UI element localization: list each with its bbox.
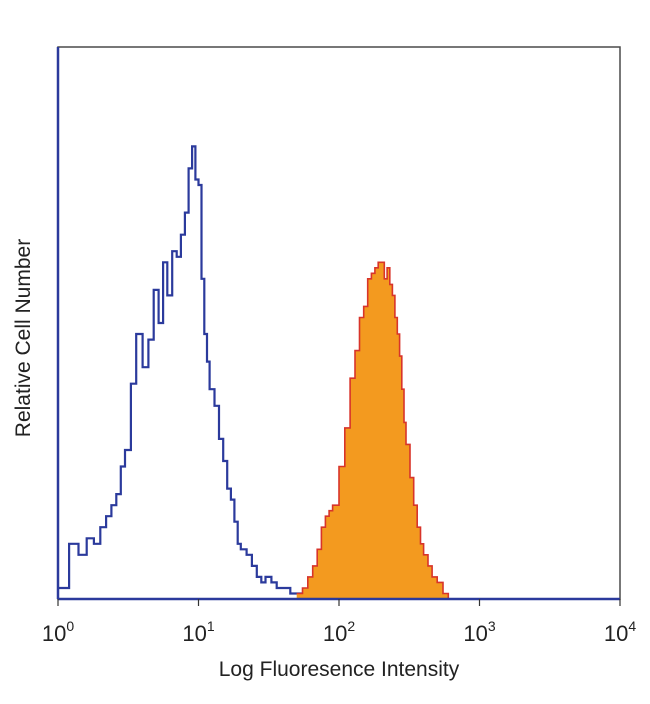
y-axis-label: Relative Cell Number xyxy=(12,239,35,437)
x-tick-base: 10 xyxy=(42,621,66,646)
x-tick-exponent: 2 xyxy=(347,618,355,634)
series-stained-area xyxy=(296,262,449,599)
series-stained xyxy=(296,261,450,599)
x-tick-label: 103 xyxy=(463,618,495,646)
x-tick-base: 10 xyxy=(463,621,487,646)
tick-layer: 100 101 102 103 104 xyxy=(42,599,636,646)
series-stained-outline xyxy=(296,261,450,599)
series-control-outline xyxy=(58,145,304,599)
x-tick-base: 10 xyxy=(182,621,206,646)
x-tick-label: 100 xyxy=(42,618,74,646)
x-tick-label: 102 xyxy=(323,618,355,646)
x-axis-label: Log Fluoresence Intensity xyxy=(219,658,460,681)
x-tick-exponent: 3 xyxy=(488,618,496,634)
x-tick-base: 10 xyxy=(604,621,628,646)
x-tick-base: 10 xyxy=(323,621,347,646)
x-tick-exponent: 1 xyxy=(207,618,215,634)
series-layer xyxy=(58,145,450,599)
x-tick-exponent: 4 xyxy=(628,618,636,634)
x-tick-label: 104 xyxy=(604,618,636,646)
x-tick-exponent: 0 xyxy=(66,618,74,634)
x-tick-label: 101 xyxy=(182,618,214,646)
series-control xyxy=(58,145,304,599)
